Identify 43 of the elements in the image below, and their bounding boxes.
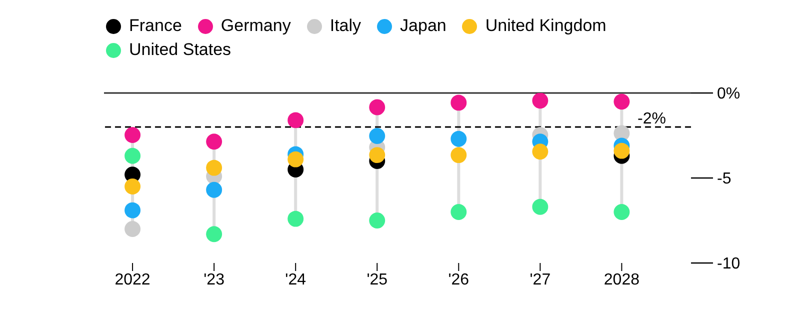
point (369, 147, 386, 164)
point (288, 112, 304, 128)
point (124, 202, 141, 218)
point (450, 94, 467, 111)
point (369, 212, 386, 228)
legend-label: Japan (400, 16, 446, 36)
point (369, 128, 386, 144)
y-tick-label: 0% (717, 86, 740, 103)
legend-label: United States (129, 40, 232, 60)
legend-label: Italy (330, 16, 362, 36)
point (124, 178, 141, 194)
y-tick-label: -5 (717, 170, 732, 188)
point (206, 134, 222, 150)
point (369, 99, 386, 116)
point (532, 144, 548, 160)
x-tick-label: '26 (448, 271, 470, 288)
point (450, 204, 467, 220)
x-tick-label: '24 (285, 271, 306, 288)
legend-label: Germany (220, 16, 291, 36)
y-tick-label: -10 (717, 256, 740, 273)
point (532, 198, 548, 215)
point (614, 94, 630, 110)
legend-label: United Kingdom (485, 16, 606, 36)
point (532, 93, 548, 109)
point (614, 142, 630, 159)
point (450, 130, 467, 147)
point (124, 221, 141, 237)
point (206, 160, 222, 176)
point (206, 182, 222, 198)
point (288, 210, 304, 227)
ref-line-label: -2% (638, 110, 666, 128)
point (206, 226, 222, 242)
point (124, 127, 141, 143)
point (450, 147, 467, 164)
point (614, 204, 630, 220)
point (124, 148, 141, 164)
x-tick-label: '25 (366, 271, 388, 288)
point (288, 151, 304, 168)
legend-label: France (129, 16, 182, 36)
x-tick-label: 2028 (604, 271, 640, 288)
x-tick-label: '23 (204, 271, 225, 288)
x-tick-label: 2022 (114, 271, 150, 288)
x-tick-label: '27 (530, 271, 551, 288)
